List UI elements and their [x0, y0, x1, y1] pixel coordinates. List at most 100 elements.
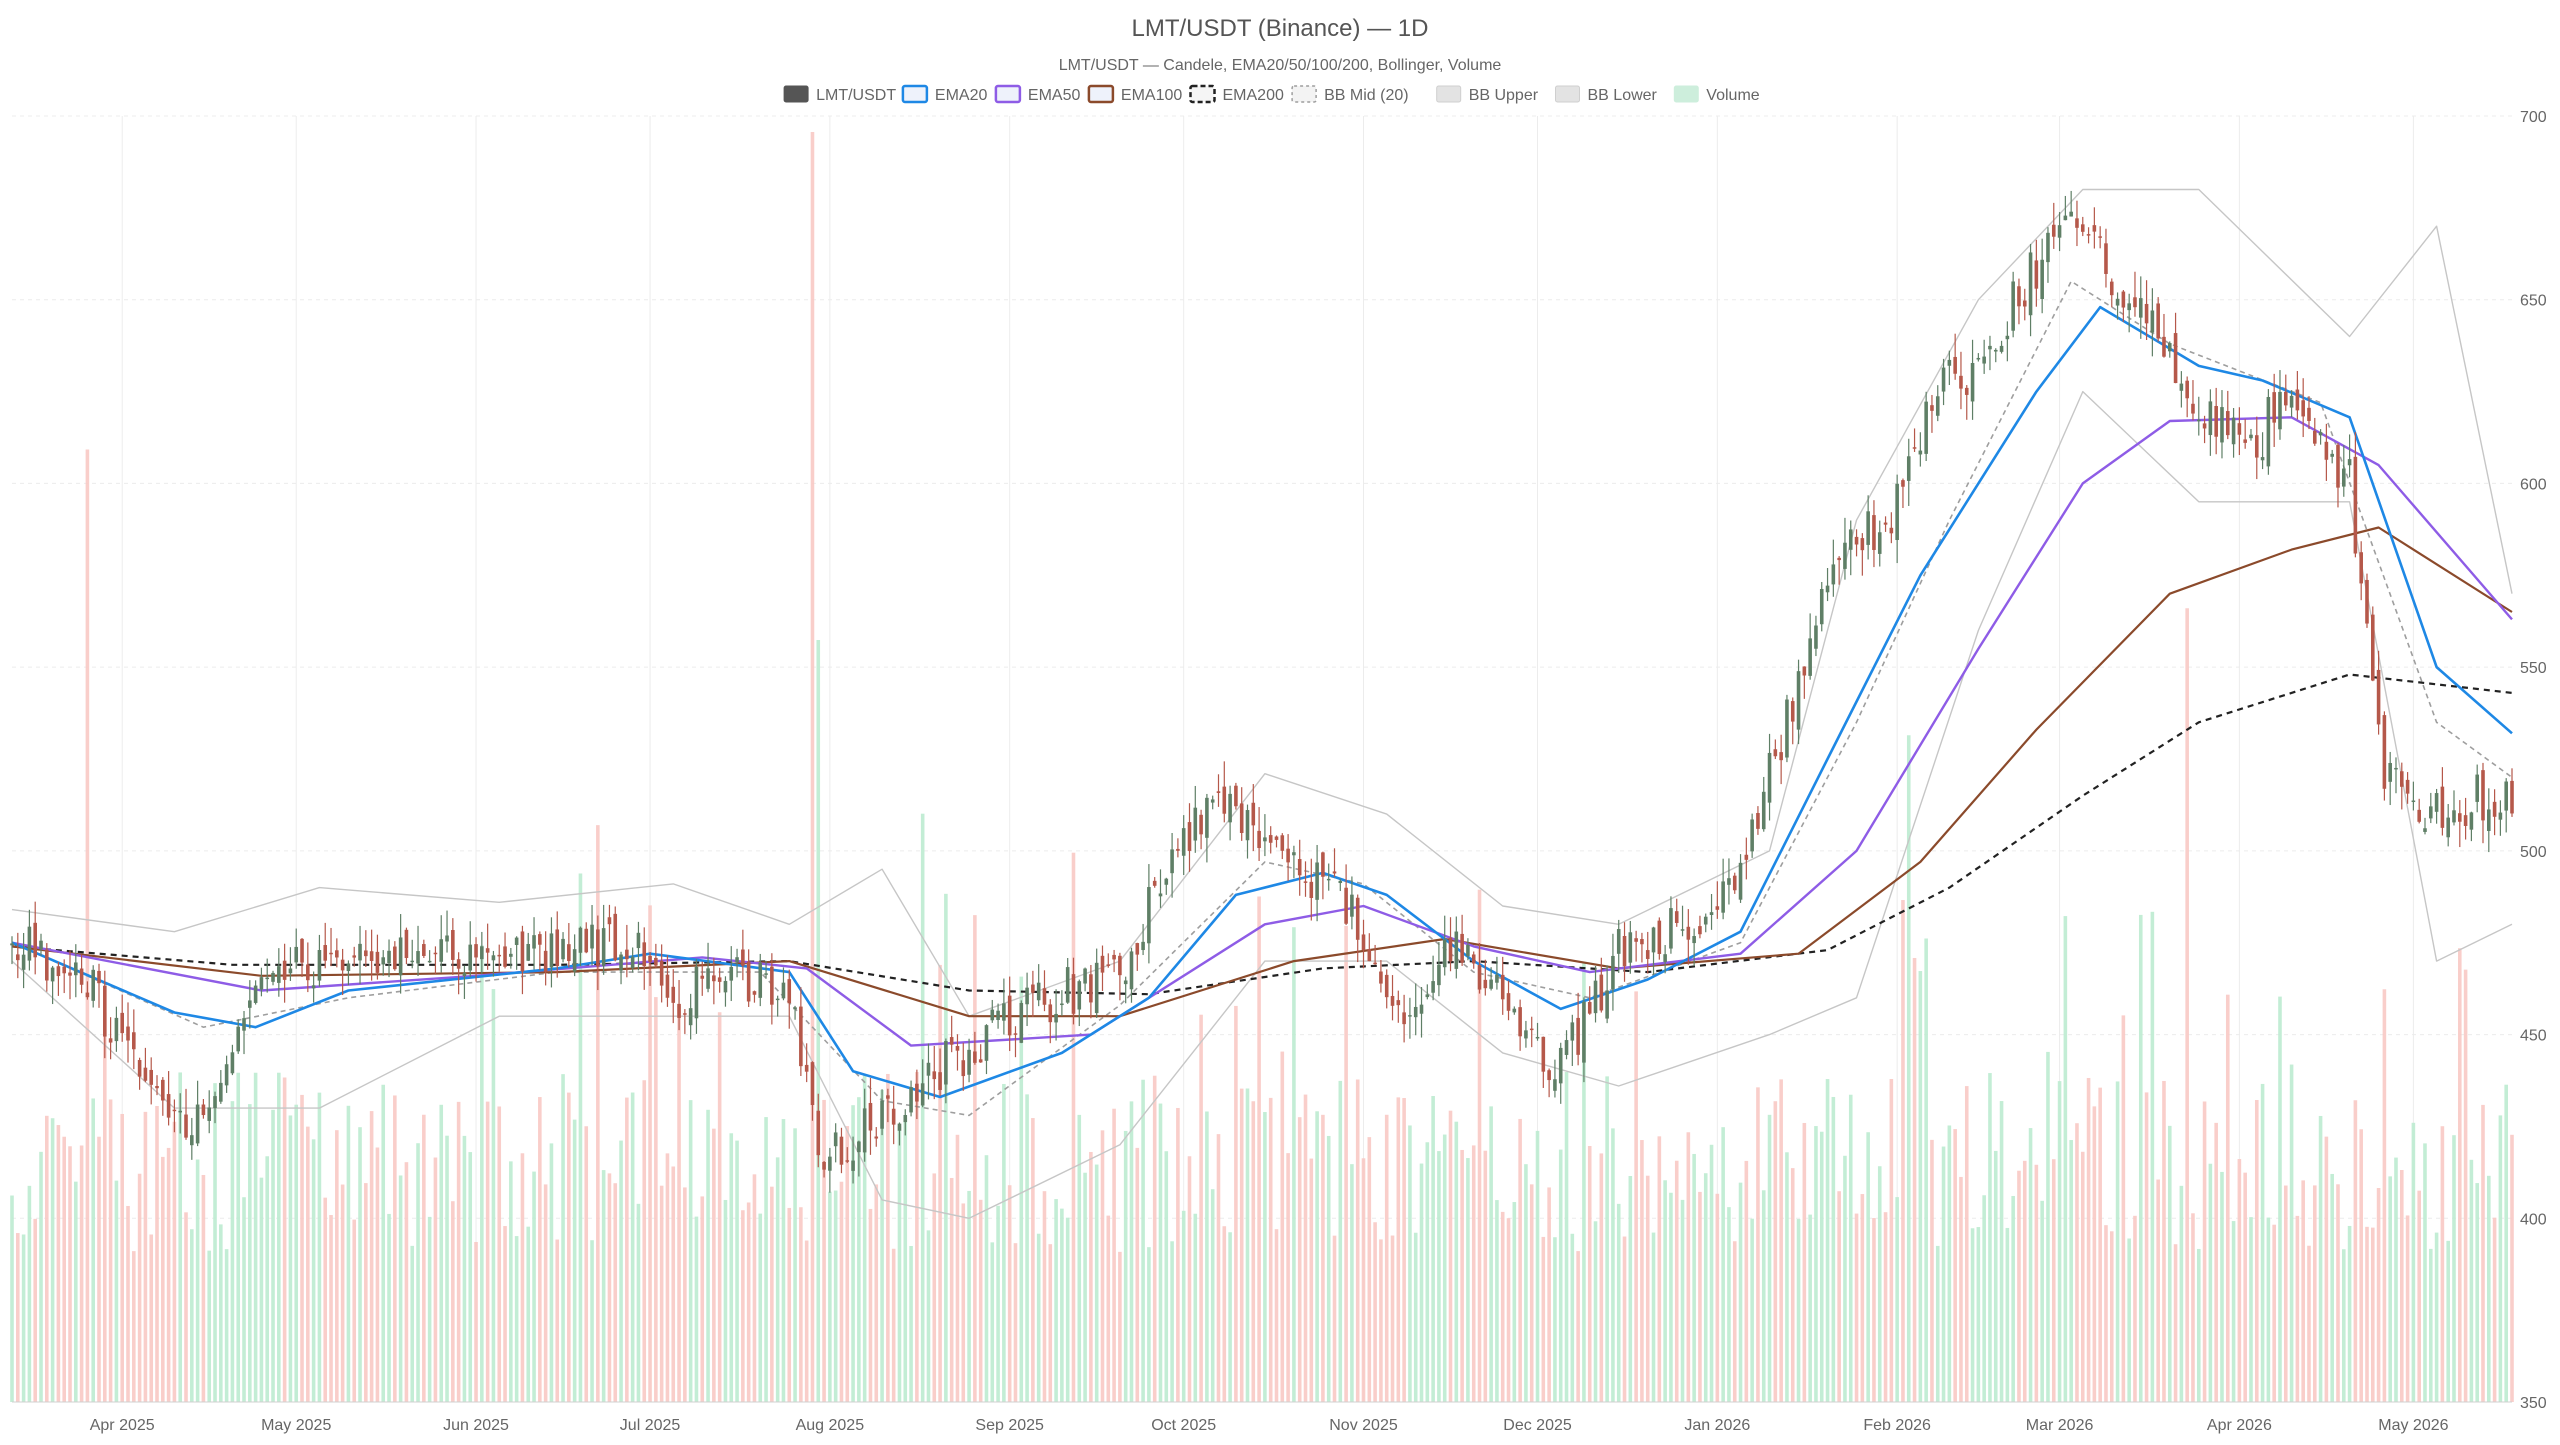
volume-bar — [1205, 1111, 1209, 1402]
candle-body — [2121, 291, 2126, 308]
volume-bar — [1326, 1135, 1331, 1402]
candle-body — [567, 944, 571, 962]
volume-bar — [833, 1190, 838, 1402]
legend-swatch — [1189, 84, 1216, 104]
ema200-line — [11, 673, 2513, 996]
volume-bar — [2376, 1188, 2381, 1402]
volume-bar — [2295, 1215, 2300, 1402]
candle-body — [1466, 945, 1470, 957]
volume-bar — [1042, 1191, 1047, 1402]
volume-bar — [619, 1140, 623, 1402]
volume-bar — [1228, 1232, 1232, 1402]
x-tick-label: Oct 2025 — [1151, 1417, 1216, 1434]
volume-bar — [1593, 1221, 1598, 1402]
candle-body — [1988, 345, 1992, 350]
volume-bar — [1924, 938, 1928, 1402]
candle-body — [1906, 456, 1911, 481]
x-tick-label: Nov 2025 — [1329, 1417, 1398, 1434]
candle-body — [2144, 303, 2149, 324]
volume-bar — [926, 1230, 931, 1402]
volume-bar — [323, 1197, 328, 1402]
volume-bar — [1779, 1079, 1783, 1402]
volume-bar — [567, 1092, 571, 1402]
candle-body — [2353, 456, 2358, 554]
candle-body — [1512, 1008, 1517, 1013]
candle-body — [1495, 974, 1499, 983]
volume-bar — [630, 1092, 635, 1402]
volume-bar — [1164, 1151, 1169, 1402]
volume-bar — [1384, 1114, 1389, 1402]
candle-body — [445, 935, 449, 942]
volume-bar — [1442, 1134, 1447, 1402]
candle-body — [874, 1136, 879, 1139]
volume-bar — [393, 1095, 397, 1402]
candle-body — [949, 1037, 954, 1045]
bollinger-layer — [11, 188, 2513, 1220]
volume-layer — [10, 132, 2514, 1402]
x-tick-label: Jul 2025 — [620, 1417, 681, 1434]
candle-body — [259, 977, 264, 990]
candle-body — [1048, 1004, 1053, 1023]
legend-item: EMA50 — [994, 84, 1080, 104]
volume-bar — [137, 1173, 142, 1402]
candle-body — [984, 1025, 989, 1061]
x-tick-label: Jun 2025 — [443, 1417, 509, 1434]
candle-body — [2487, 809, 2491, 832]
volume-bar — [654, 997, 658, 1402]
volume-bar — [2115, 1081, 2120, 1402]
candle-body — [2272, 392, 2276, 423]
candle-body — [1239, 803, 1244, 834]
candle-body — [799, 1006, 803, 1067]
candle-body — [520, 931, 525, 972]
volume-bar — [1152, 1075, 1157, 1402]
x-tick-label: Sep 2025 — [975, 1417, 1044, 1434]
volume-bar — [2080, 1151, 2085, 1402]
volume-bar — [2452, 1135, 2456, 1402]
volume-bar — [549, 1143, 554, 1402]
volume-bar — [949, 1177, 954, 1402]
volume-bar — [300, 1094, 304, 1402]
volume-bar — [909, 1245, 913, 1402]
volume-bar — [230, 1101, 235, 1402]
volume-bar — [903, 1118, 908, 1402]
volume-bar — [2510, 1134, 2514, 1402]
volume-bar — [1431, 1096, 1435, 1402]
candle-body — [1065, 967, 1070, 1003]
candle-body — [375, 951, 380, 973]
volume-bar — [729, 1133, 734, 1402]
volume-bar — [2475, 1183, 2479, 1402]
volume-bar — [1796, 1219, 1801, 1402]
candle-body — [1106, 964, 1111, 966]
volume-bar — [103, 1012, 107, 1402]
volume-bar — [2046, 1051, 2050, 1402]
candle-body — [1112, 954, 1116, 960]
candle-body — [2452, 810, 2456, 823]
candle-body — [1042, 988, 1047, 1005]
candle-body — [103, 985, 107, 1037]
volume-bar — [2423, 1143, 2427, 1402]
volume-bar — [1843, 1155, 1847, 1402]
candle-body — [132, 1032, 136, 1050]
candle-body — [723, 980, 728, 993]
candle-body — [1031, 984, 1035, 993]
volume-bar — [2133, 1215, 2137, 1402]
candle-body — [2109, 281, 2114, 296]
candle-body — [1344, 887, 1348, 924]
y-tick-label: 400 — [2520, 1211, 2547, 1228]
candle-body — [578, 927, 583, 953]
candle-body — [509, 953, 513, 957]
legend-label: LMT/USDT — [816, 87, 896, 104]
volume-bar — [677, 1005, 681, 1402]
volume-bar — [509, 1161, 513, 1402]
candle-body — [2266, 396, 2271, 467]
volume-bar — [161, 1156, 165, 1402]
legend-label: Volume — [1706, 87, 1759, 104]
candle-body — [1367, 949, 1372, 962]
candle-body — [1292, 852, 1296, 856]
chart-title: LMT/USDT (Binance) — 1D — [1132, 15, 1429, 42]
candle-body — [1297, 859, 1302, 876]
candle-body — [909, 1087, 913, 1113]
ema20-line — [11, 305, 2513, 1099]
volume-bar — [242, 1197, 246, 1402]
candle-body — [213, 1096, 217, 1109]
